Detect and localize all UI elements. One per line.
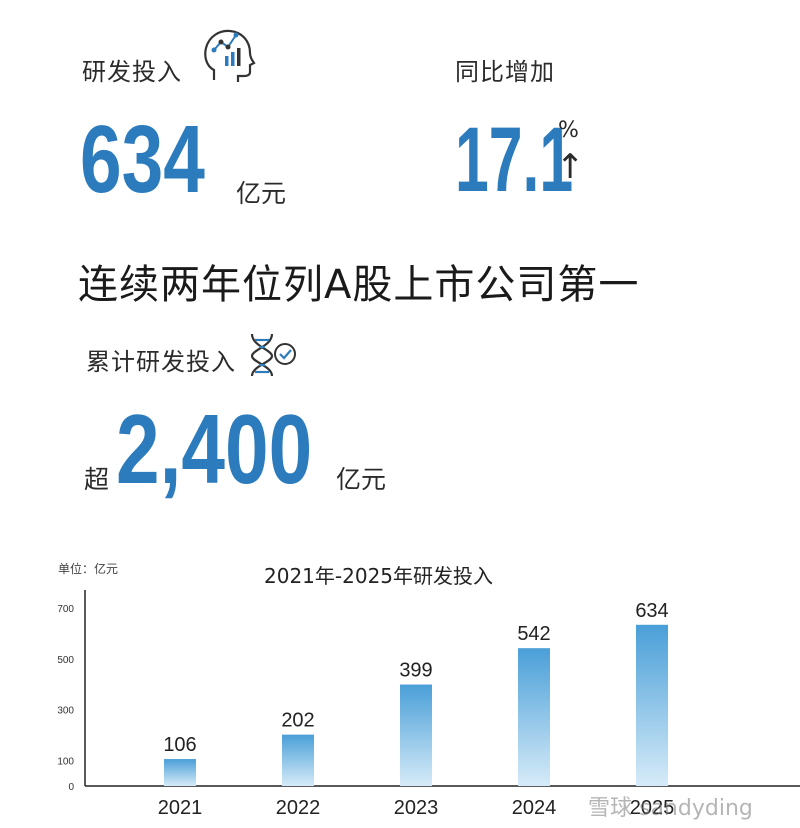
data-label-2025: 634 [635,600,668,622]
yoy-growth-label: 同比增加 [455,58,555,86]
bar-2022 [282,734,314,786]
cumulative-value: 2,400 [116,394,313,504]
rd-investment-value: 634 [80,106,205,213]
up-arrow-icon: ↑ [556,147,585,187]
rd-investment-label: 研发投入 [82,58,182,86]
x-tick-label-2021: 2021 [158,797,203,819]
headline: 连续两年位列A股上市公司第一 [78,262,640,308]
bar-2021 [164,759,196,786]
chart-title: 2021年-2025年研发投入 [264,564,494,588]
y-tick-label: 500 [57,655,74,666]
cumulative-unit: 亿元 [336,465,387,494]
dna-check-icon [246,330,300,380]
bar-2023 [400,684,432,786]
yoy-growth-value: 17.1 [455,109,574,211]
y-tick-label: 700 [57,604,74,615]
x-tick-label-2024: 2024 [512,797,557,819]
data-label-2021: 106 [163,734,196,756]
y-tick-label: 0 [68,782,74,793]
bar-2025 [636,624,668,786]
rd-investment-unit: 亿元 [236,179,287,208]
data-label-2022: 202 [281,710,314,732]
watermark: 雪球 sandyding [588,796,753,821]
x-tick-label-2022: 2022 [276,797,321,819]
y-tick-label: 100 [57,757,74,768]
x-tick-label-2023: 2023 [394,797,439,819]
cumulative-label: 累计研发投入 [86,348,236,376]
cumulative-prefix: 超 [84,465,110,494]
bar-2024 [518,648,550,786]
chart-unit-note: 单位：亿元 [58,562,119,576]
data-label-2023: 399 [399,660,432,682]
y-tick-label: 300 [57,706,74,717]
percent-sign: % [558,118,579,143]
data-label-2024: 542 [517,623,550,645]
head-analytics-icon [200,26,256,86]
x-tick-label-2025: 2025 [630,797,675,819]
